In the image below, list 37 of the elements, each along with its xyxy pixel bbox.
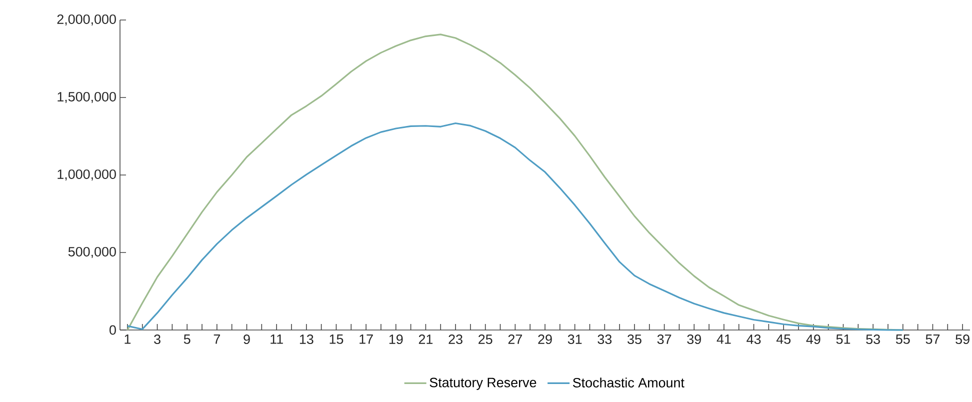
line-series: [126, 122, 904, 331]
x-tick-label: 27: [508, 334, 522, 344]
x-tick-label: 9: [244, 334, 250, 344]
x-tick-label: 1: [124, 334, 131, 344]
x-tick-label: 21: [418, 334, 433, 344]
x-tick-label: 23: [448, 334, 462, 344]
x-tick-label: 51: [836, 334, 850, 344]
x-tick-label: 33: [598, 334, 612, 344]
y-tick-label: 2,000,000: [57, 14, 116, 26]
legend-label: Statutory Reserve: [430, 378, 536, 390]
x-tick-label: 17: [360, 334, 373, 344]
y-tick-label: 1,000,000: [58, 169, 116, 181]
x-tick-label: 43: [746, 334, 761, 344]
y-tick-label: 0: [110, 325, 116, 335]
x-tick-label: 15: [330, 334, 344, 344]
x-tick-label: 19: [389, 334, 403, 344]
x-tick-label: 11: [270, 334, 283, 344]
x-tick-label: 31: [568, 334, 582, 344]
x-tick-label: 53: [866, 334, 880, 344]
x-tick-label: 55: [896, 334, 910, 344]
x-tick-label: 3: [154, 334, 160, 344]
x-tick-label: 35: [628, 334, 642, 344]
legend-label: Stochastic Amount: [572, 378, 684, 388]
x-tick-label: 25: [478, 334, 492, 344]
y-tick-label: 1,500,000: [58, 92, 116, 104]
x-tick-label: 5: [184, 334, 190, 344]
x-tick-label: 7: [214, 334, 220, 344]
x-tick-label: 49: [806, 334, 820, 344]
x-tick-label: 57: [926, 334, 940, 344]
x-tick-label: 29: [538, 334, 552, 344]
x-tick-label: 37: [657, 334, 672, 344]
x-tick-label: 39: [687, 334, 701, 344]
x-tick-label: 13: [300, 334, 314, 344]
x-tick-label: 45: [776, 334, 791, 344]
x-tick-label: 41: [716, 334, 731, 344]
x-tick-label: 59: [956, 334, 970, 344]
y-tick-label: 500,000: [68, 246, 116, 258]
